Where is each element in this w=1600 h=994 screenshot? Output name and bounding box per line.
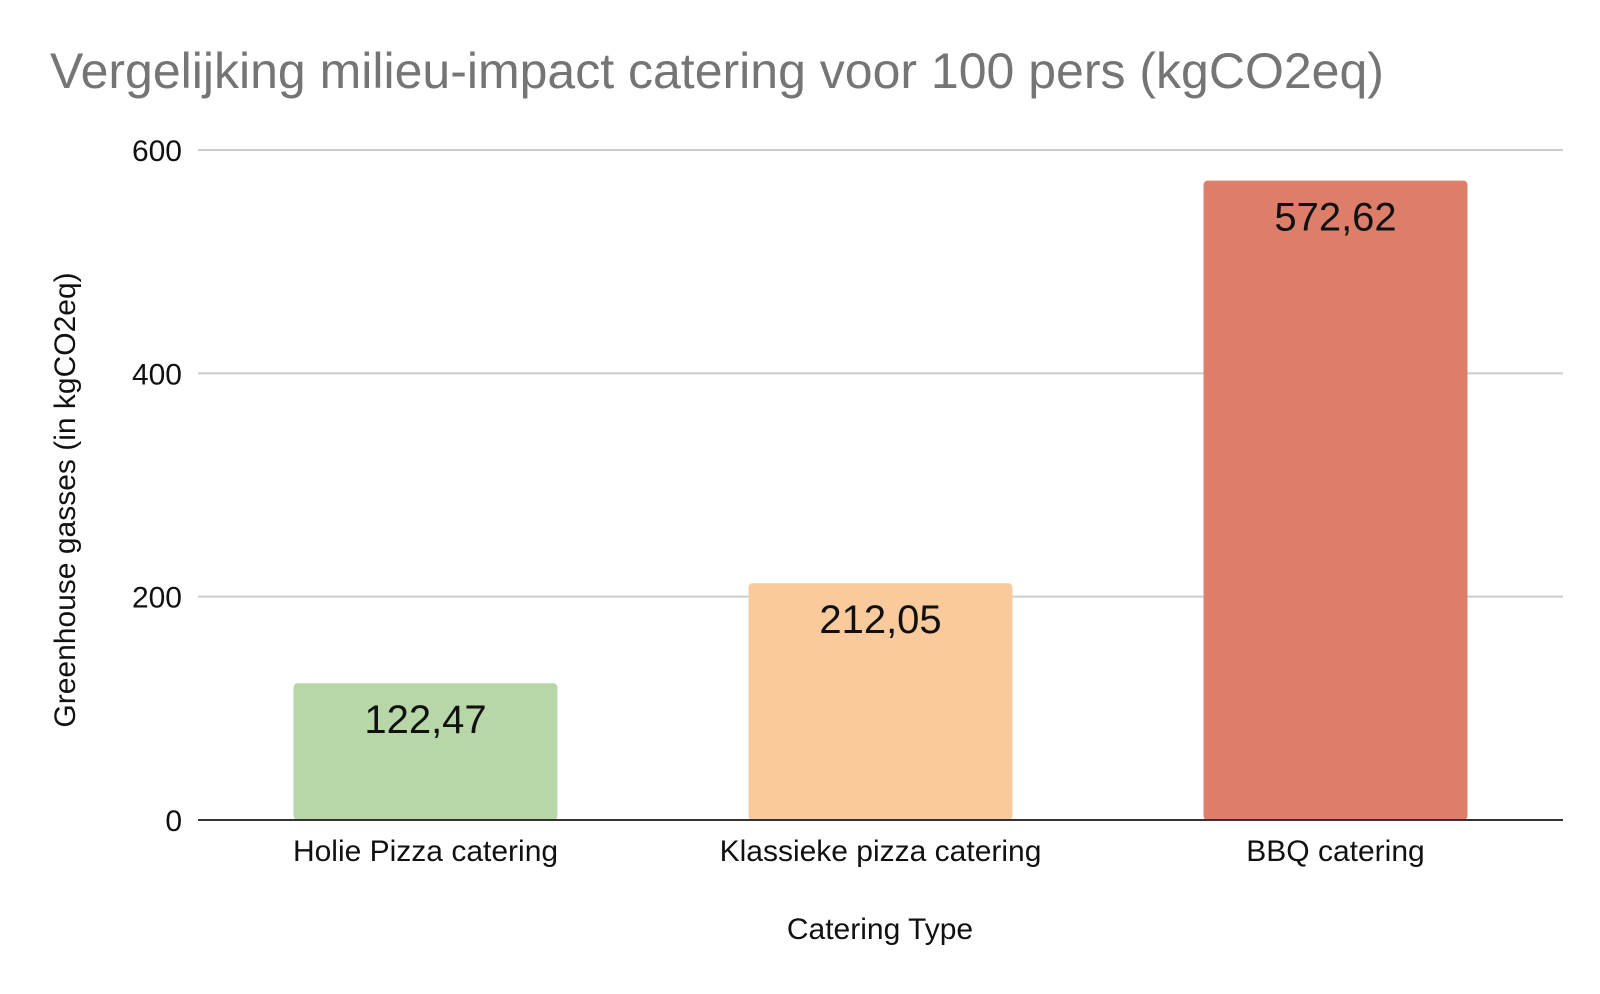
- x-axis-title: Catering Type: [787, 913, 973, 946]
- bar: [1203, 180, 1468, 820]
- y-tick-label: 200: [132, 582, 182, 615]
- y-axis-title: Greenhouse gasses (in kgCO2eq): [49, 272, 82, 727]
- data-labels: 122,47 212,05 572,62: [364, 196, 1396, 743]
- y-tick-label: 400: [132, 358, 182, 391]
- x-axis-ticks: Holie Pizza catering Klassieke pizza cate…: [293, 835, 1425, 868]
- data-label: 212,05: [819, 598, 941, 642]
- chart-title: Vergelijking milieu-impact catering voor…: [50, 43, 1384, 99]
- bar: [748, 583, 1013, 820]
- y-tick-label: 600: [132, 135, 182, 168]
- x-tick-label: Klassieke pizza catering: [720, 835, 1042, 868]
- y-tick-label: 0: [165, 805, 182, 838]
- data-label: 122,47: [364, 698, 486, 742]
- x-tick-label: Holie Pizza catering: [293, 835, 558, 868]
- y-axis-ticks: 0 200 400 600: [132, 135, 182, 838]
- bars: [293, 180, 1468, 820]
- x-tick-label: BBQ catering: [1246, 835, 1424, 868]
- data-label: 572,62: [1274, 196, 1396, 240]
- bar: [293, 683, 558, 820]
